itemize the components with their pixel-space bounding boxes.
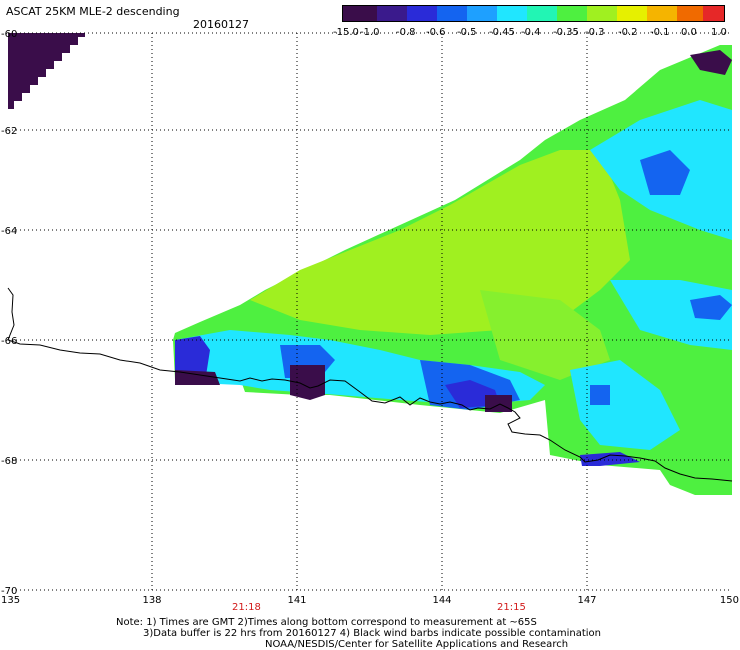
colorbar-tick-label: -0.45	[489, 27, 515, 38]
wind-swath	[8, 33, 732, 495]
swath-blue-1	[640, 150, 690, 195]
swath-purple-2	[175, 370, 220, 385]
antarctic-coastline	[7, 287, 733, 482]
coastline	[7, 287, 733, 482]
colorbar-segment	[343, 6, 377, 21]
lon-tick-label: 144	[432, 595, 451, 606]
swath-purple-1	[290, 365, 325, 400]
swath-core-south	[480, 290, 610, 380]
swath-cyan-e	[610, 280, 732, 350]
note-line-3: NOAA/NESDIS/Center for Satellite Applica…	[265, 639, 569, 650]
lon-tick-label: 150	[720, 595, 739, 606]
colorbar-tick-label: -0.6	[426, 27, 446, 38]
colorbar-tick-label: -0.4	[521, 27, 541, 38]
lat-tick-label: -70	[1, 586, 17, 597]
colorbar	[342, 5, 725, 22]
swath-blue-5	[590, 385, 610, 405]
lon-tick-label: 141	[287, 595, 306, 606]
colorbar-tick-label: -0.8	[396, 27, 416, 38]
colorbar-segment	[377, 6, 407, 21]
axis-labels: 135 138 141 144 147 150 -60 -62 -64 -66 -68 -70	[1, 29, 739, 606]
colorbar-tick-label: -15.0	[333, 27, 359, 38]
colorbar-tick-label: -0.2	[618, 27, 638, 38]
lon-tick-label: 138	[142, 595, 161, 606]
note-line-2: 3)Data buffer is 22 hrs from 20160127 4)…	[143, 628, 601, 639]
date-text: 20160127	[193, 18, 249, 31]
colorbar-segment	[677, 6, 703, 21]
colorbar-tick-label: -0.3	[585, 27, 605, 38]
lat-tick-label: -66	[1, 336, 17, 347]
colorbar-segment	[703, 6, 724, 21]
colorbar-segment	[407, 6, 437, 21]
swath-core	[250, 150, 630, 335]
colorbar-segment	[617, 6, 647, 21]
colorbar-tick-label: -0.5	[457, 27, 477, 38]
lat-tick-label: -68	[1, 456, 17, 467]
swath-purple-nw	[8, 33, 85, 109]
lon-tick-label: 135	[1, 595, 20, 606]
colorbar-segment	[467, 6, 497, 21]
colorbar-tick-label: 1.0	[711, 27, 727, 38]
colorbar-segment	[587, 6, 617, 21]
graticule	[8, 32, 732, 591]
time-label-left: 21:18	[232, 602, 261, 613]
swath-purple-3	[485, 395, 512, 412]
colorbar-tick-label: -1.0	[360, 27, 380, 38]
lon-tick-label: 147	[577, 595, 596, 606]
lat-tick-label: -62	[1, 126, 17, 137]
colorbar-segment	[437, 6, 467, 21]
lat-tick-label: -60	[1, 29, 17, 40]
lat-tick-label: -64	[1, 226, 17, 237]
colorbar-segment	[557, 6, 587, 21]
colorbar-tick-label: -0.35	[553, 27, 579, 38]
colorbar-segment	[527, 6, 557, 21]
colorbar-tick-label: -0.1	[650, 27, 670, 38]
colorbar-segment	[647, 6, 677, 21]
swath-purple-ne	[690, 50, 732, 75]
swath-blue-2	[690, 295, 732, 320]
note-line-1: Note: 1) Times are GMT 2)Times along bot…	[116, 617, 537, 628]
time-label-right: 21:15	[497, 602, 526, 613]
colorbar-segment	[497, 6, 527, 21]
title-text: ASCAT 25KM MLE-2 descending	[6, 5, 180, 18]
swath-cyan-se	[570, 360, 680, 450]
